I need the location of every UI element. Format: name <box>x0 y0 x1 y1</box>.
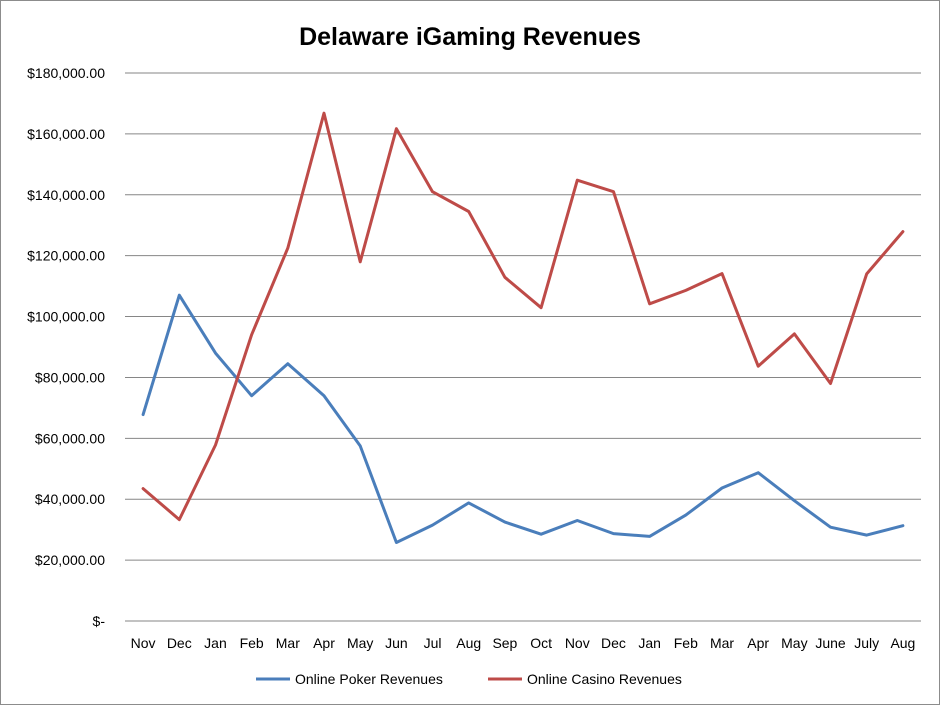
data-point <box>901 230 904 233</box>
data-point <box>214 352 217 355</box>
data-point <box>612 532 615 535</box>
series-line-online-poker <box>141 293 905 544</box>
data-point <box>395 127 398 130</box>
data-point <box>323 394 326 397</box>
data-point <box>540 533 543 536</box>
y-tick-label: $40,000.00 <box>35 491 105 507</box>
y-tick-label: $140,000.00 <box>27 187 105 203</box>
x-tick-label: Dec <box>601 635 626 651</box>
data-point <box>286 247 289 250</box>
data-point <box>359 260 362 263</box>
data-point <box>540 306 543 309</box>
data-point <box>721 486 724 489</box>
x-tick-label: June <box>815 635 846 651</box>
gridlines <box>125 72 921 622</box>
x-tick-label: Aug <box>456 635 481 651</box>
x-tick-label: May <box>347 635 373 651</box>
data-point <box>467 501 470 504</box>
data-point <box>648 302 651 305</box>
series-line-online-casino <box>141 111 905 522</box>
data-point <box>829 382 832 385</box>
chart-title: Delaware iGaming Revenues <box>299 23 641 51</box>
y-tick-label: $180,000.00 <box>27 65 105 81</box>
data-point <box>684 289 687 292</box>
x-tick-label: Feb <box>674 635 698 651</box>
x-tick-label: Feb <box>240 635 264 651</box>
data-point <box>576 179 579 182</box>
x-tick-label: Jul <box>424 635 442 651</box>
data-point <box>684 514 687 517</box>
data-point <box>829 526 832 529</box>
x-tick-label: Sep <box>492 635 517 651</box>
x-tick-label: Oct <box>530 635 552 651</box>
data-point <box>467 210 470 213</box>
x-axis-tick-labels: Nov Dec Jan Feb Mar Apr May Jun Jul Aug Sep Oct Nov D… <box>131 635 916 651</box>
data-point <box>865 272 868 275</box>
data-point <box>793 332 796 335</box>
data-point <box>757 365 760 368</box>
x-tick-label: Apr <box>747 635 769 651</box>
x-tick-label: Jan <box>204 635 227 651</box>
y-tick-label: $80,000.00 <box>35 369 105 385</box>
data-point <box>178 294 181 297</box>
data-point <box>757 471 760 474</box>
data-point <box>901 524 904 527</box>
x-tick-label: Aug <box>890 635 915 651</box>
data-point <box>214 444 217 447</box>
data-point <box>865 534 868 537</box>
x-tick-label: Nov <box>565 635 590 651</box>
legend: Online Poker Revenues Online Casino Reven… <box>256 671 682 687</box>
x-tick-label: Nov <box>131 635 156 651</box>
data-point <box>323 112 326 115</box>
x-tick-label: Dec <box>167 635 192 651</box>
data-point <box>142 413 145 416</box>
y-tick-label: $20,000.00 <box>35 552 105 568</box>
data-point <box>503 521 506 524</box>
legend-label: Online Casino Revenues <box>527 671 682 687</box>
data-point <box>395 541 398 544</box>
series-lines <box>141 111 905 544</box>
x-tick-label: May <box>781 635 807 651</box>
data-point <box>178 518 181 521</box>
y-tick-label: $160,000.00 <box>27 126 105 142</box>
data-point <box>503 276 506 279</box>
data-point <box>648 535 651 538</box>
x-tick-label: Mar <box>276 635 300 651</box>
data-point <box>431 524 434 527</box>
data-point <box>142 487 145 490</box>
x-tick-label: Jun <box>385 635 408 651</box>
data-point <box>286 362 289 365</box>
y-tick-label: $60,000.00 <box>35 430 105 446</box>
data-point <box>721 272 724 275</box>
x-tick-label: Jan <box>638 635 661 651</box>
data-point <box>576 519 579 522</box>
data-point <box>612 190 615 193</box>
y-tick-label: $100,000.00 <box>27 309 105 325</box>
data-point <box>431 190 434 193</box>
data-point <box>250 394 253 397</box>
y-tick-label: $- <box>93 613 106 629</box>
y-axis-tick-labels: $- $20,000.00 $40,000.00 $60,000.00 $80,000.… <box>27 65 105 629</box>
x-tick-label: July <box>854 635 879 651</box>
y-tick-label: $120,000.00 <box>27 248 105 264</box>
x-tick-label: Apr <box>313 635 335 651</box>
data-point <box>250 333 253 336</box>
x-tick-label: Mar <box>710 635 734 651</box>
data-point <box>359 444 362 447</box>
legend-label: Online Poker Revenues <box>295 671 443 687</box>
data-point <box>793 499 796 502</box>
